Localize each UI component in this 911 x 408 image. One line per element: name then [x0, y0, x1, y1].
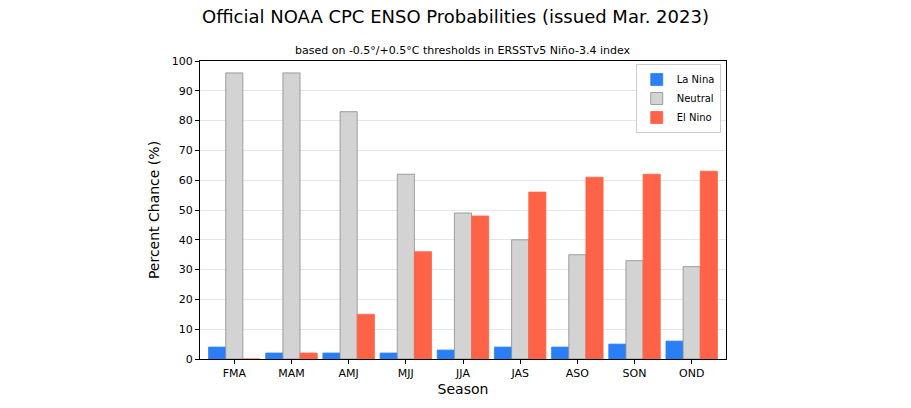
svg-text:30: 30	[179, 263, 193, 276]
svg-text:SON: SON	[623, 367, 647, 380]
svg-text:ASO: ASO	[566, 367, 590, 380]
svg-text:Percent Chance (%): Percent Chance (%)	[146, 141, 162, 279]
svg-text:La Nina: La Nina	[677, 74, 715, 85]
svg-text:20: 20	[179, 293, 193, 306]
svg-text:OND: OND	[679, 367, 704, 380]
svg-text:70: 70	[179, 144, 193, 157]
svg-text:Official NOAA CPC ENSO Probabi: Official NOAA CPC ENSO Probabilities (is…	[202, 6, 709, 27]
svg-text:40: 40	[179, 234, 193, 247]
svg-text:JAS: JAS	[510, 367, 529, 380]
svg-text:AMJ: AMJ	[339, 367, 359, 380]
svg-text:50: 50	[179, 204, 193, 217]
svg-text:10: 10	[179, 323, 193, 336]
svg-text:JJA: JJA	[455, 367, 470, 380]
svg-text:FMA: FMA	[223, 367, 247, 380]
svg-text:Neutral: Neutral	[677, 93, 714, 104]
svg-text:100: 100	[172, 55, 193, 68]
svg-text:90: 90	[179, 85, 193, 98]
svg-text:based on -0.5°/+0.5°C threshol: based on -0.5°/+0.5°C thresholds in ERSS…	[295, 44, 631, 57]
svg-text:0: 0	[186, 353, 193, 366]
svg-text:Season: Season	[438, 381, 489, 397]
svg-text:El Nino: El Nino	[677, 112, 712, 123]
svg-text:MAM: MAM	[278, 367, 305, 380]
svg-text:60: 60	[179, 174, 193, 187]
svg-text:80: 80	[179, 114, 193, 127]
svg-text:MJJ: MJJ	[398, 367, 414, 380]
